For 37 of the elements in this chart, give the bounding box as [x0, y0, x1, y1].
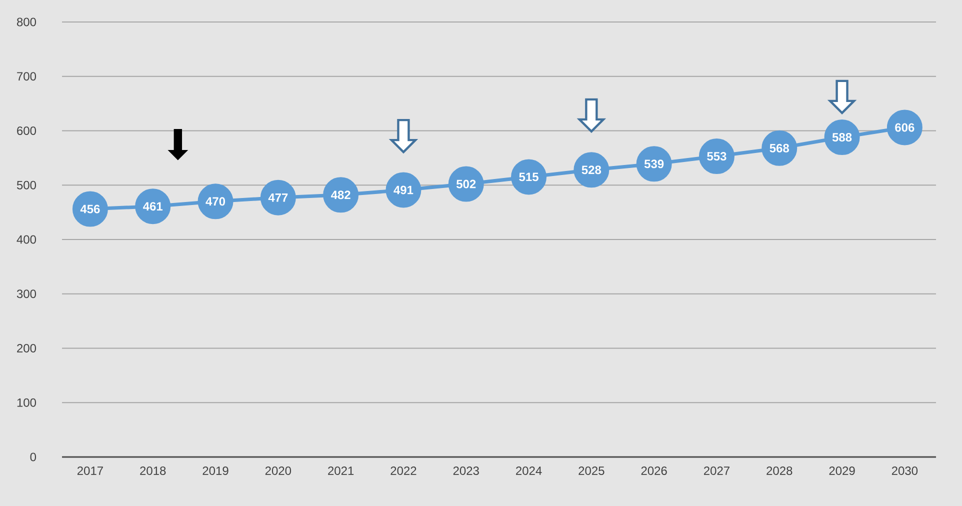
- y-tick-label: 700: [17, 72, 36, 81]
- y-tick-label: 500: [16, 180, 36, 190]
- data-label: 477: [268, 194, 288, 202]
- data-label: 568: [770, 144, 790, 152]
- y-tick-label: 100: [17, 398, 36, 407]
- x-tick-label: 2028: [766, 466, 792, 476]
- x-tick-label: 2024: [516, 466, 542, 476]
- x-tick-label: 2023: [453, 466, 479, 476]
- data-label: 515: [519, 172, 538, 182]
- x-tick-label: 2019: [202, 466, 228, 476]
- data-label: 528: [582, 166, 602, 174]
- x-tick-label: 2021: [328, 466, 354, 476]
- y-tick-label: 200: [17, 344, 36, 352]
- x-tick-label: 2027: [704, 466, 730, 476]
- data-label: 461: [143, 202, 163, 211]
- data-label: 502: [456, 180, 476, 188]
- y-tick-label: 600: [17, 126, 36, 135]
- x-tick-label: 2022: [390, 466, 416, 476]
- x-tick-label: 2020: [265, 466, 292, 476]
- data-label: 491: [394, 186, 414, 194]
- x-tick-label: 2029: [829, 466, 855, 476]
- data-label: 588: [832, 133, 852, 142]
- data-label: 539: [644, 160, 664, 168]
- y-tick-label: 0: [30, 452, 36, 462]
- data-label: 606: [895, 123, 914, 132]
- y-tick-label: 800: [16, 18, 36, 26]
- x-tick-label: 2030: [892, 466, 918, 476]
- data-label: 470: [206, 197, 226, 206]
- x-tick-label: 2026: [641, 466, 667, 476]
- data-label: 553: [707, 152, 726, 161]
- x-tick-label: 2018: [140, 466, 166, 476]
- x-tick-label: 2017: [77, 466, 103, 476]
- x-tick-label: 2025: [578, 466, 604, 476]
- y-tick-label: 400: [16, 235, 36, 244]
- data-label: 456: [80, 204, 100, 214]
- data-label: 482: [330, 190, 350, 200]
- y-tick-label: 300: [16, 290, 36, 298]
